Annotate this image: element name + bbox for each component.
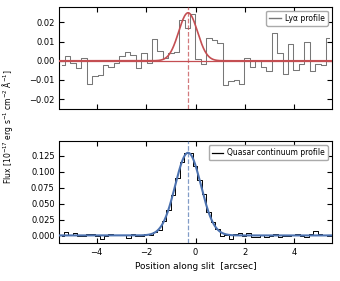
Text: Flux $[10^{-17}$ erg s$^{-1}$ cm$^{-2}$ Å$^{-1}]$: Flux $[10^{-17}$ erg s$^{-1}$ cm$^{-2}$ … (0, 69, 15, 184)
X-axis label: Position along slit  [arcsec]: Position along slit [arcsec] (135, 262, 256, 271)
Legend: Lyα profile: Lyα profile (267, 11, 328, 26)
Legend: Quasar continuum profile: Quasar continuum profile (208, 145, 328, 160)
